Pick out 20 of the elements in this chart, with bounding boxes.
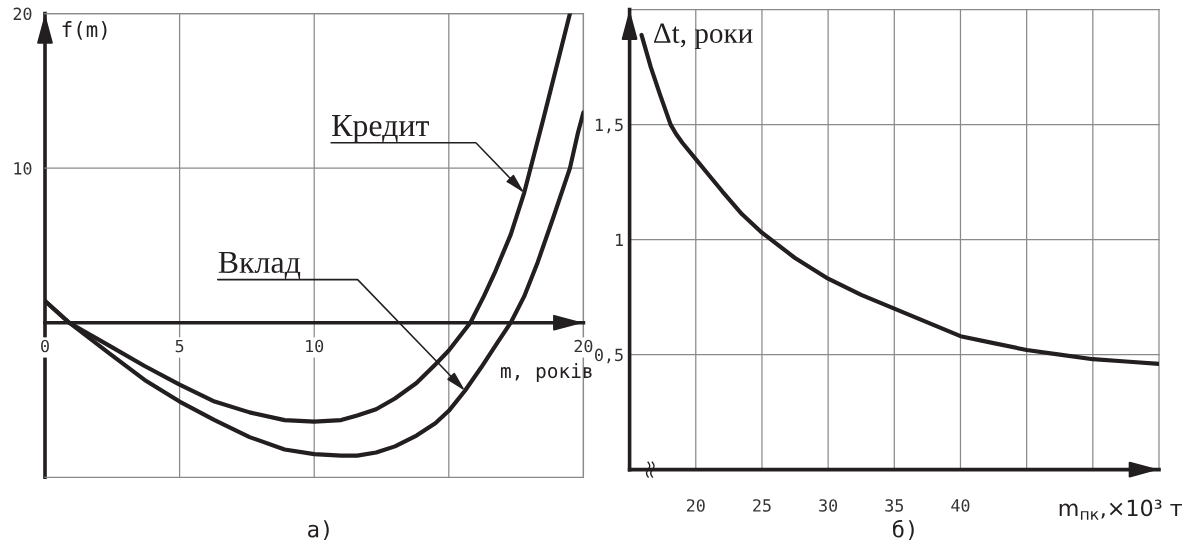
y-axis-title: Δt, роки (654, 23, 753, 50)
x-axis-title: m, років (500, 363, 592, 382)
x-axis-title: m$_{пк}$,×10³ т (1059, 499, 1182, 520)
x-tick-label: 20 (686, 499, 705, 512)
y-tick-label: 1 (616, 233, 623, 246)
text: а) (308, 520, 329, 541)
x-tick-label: 0 (41, 339, 49, 353)
x-tick-label: 25 (753, 499, 771, 512)
y-tick-label: 1,5 (595, 118, 623, 134)
x-tick-label: 5 (175, 339, 184, 353)
text: б) (892, 519, 914, 541)
y-tick-label: 0,5 (595, 348, 623, 364)
x-tick-label: 20 (574, 339, 593, 353)
annotation: Вклад (218, 251, 301, 279)
x-tick-label: 10 (306, 339, 324, 353)
x-tick-label: 30 (819, 499, 838, 512)
y-axis-title: f(m) (62, 21, 107, 40)
x-tick-label: 35 (885, 499, 903, 512)
annotation: Кредит (332, 115, 429, 143)
x-tick-label: 40 (951, 499, 970, 512)
